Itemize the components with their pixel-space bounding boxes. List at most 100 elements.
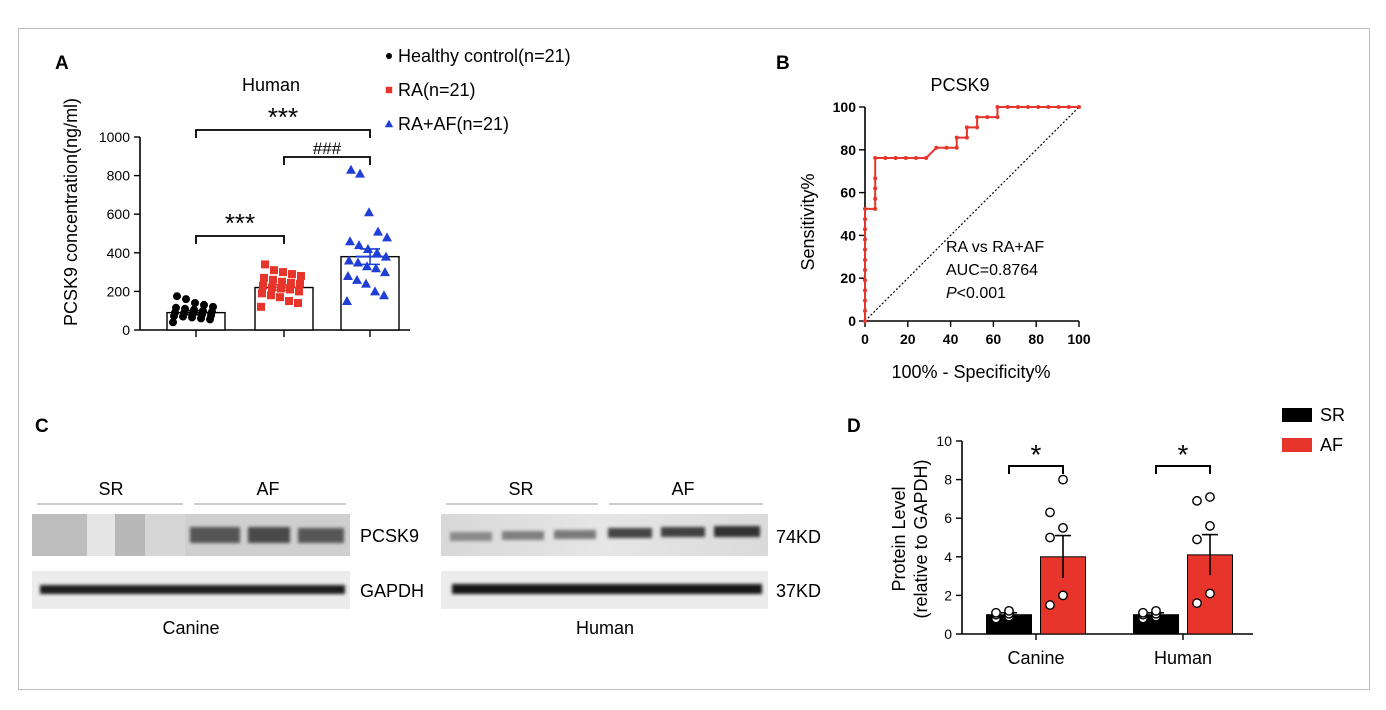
panel-b-roc-point	[954, 135, 959, 140]
panel-d-point	[1205, 521, 1215, 531]
panel-a-point	[257, 302, 265, 311]
panel-a-point	[200, 300, 208, 309]
panel-a-y-tick-label: 0	[122, 322, 130, 338]
panel-a-y-tick-label: 1000	[99, 129, 130, 145]
panel-a-point	[373, 226, 383, 236]
panel-d-legend-swatch-af	[1282, 438, 1312, 452]
human-pcsk9-band-sr-3	[554, 530, 596, 539]
panel-b-roc-point	[863, 298, 867, 303]
panel-b-roc-point	[873, 155, 878, 160]
panel-d-point	[1192, 598, 1202, 609]
panel-a-point	[181, 304, 189, 313]
human-species-label: Human	[576, 618, 634, 638]
panel-a-point	[296, 279, 304, 288]
panel-b-roc-point	[1026, 105, 1031, 109]
panel-a-significance-bracket	[195, 129, 371, 138]
panel-b-roc-point	[975, 125, 980, 130]
panel-d-point	[1045, 532, 1055, 543]
panel-a-point	[380, 267, 390, 277]
panel-d-x-tick-label: Human	[1154, 648, 1212, 668]
panel-b-x-axis-label: 100% - Specificity%	[891, 362, 1050, 382]
panel-d-chart: Protein Level (relative to GAPDH) 0 2 4 6 8 1…	[889, 405, 1345, 668]
panel-a-point	[364, 207, 374, 217]
panel-a-point	[362, 261, 372, 271]
panel-b-roc-point	[985, 115, 990, 120]
panel-a-point	[352, 274, 362, 284]
panel-b-roc-point	[863, 268, 867, 273]
panel-a-point	[354, 240, 364, 250]
panel-b-y-tick-label: 60	[840, 185, 856, 201]
panel-b-roc-point	[863, 288, 867, 293]
panel-d-y-tick-label: 4	[944, 549, 952, 565]
panel-a-point	[278, 277, 286, 286]
panel-label-b: B	[776, 53, 790, 74]
panel-a-point	[361, 278, 371, 288]
panel-a-point	[344, 255, 354, 265]
panel-b-roc-point	[903, 155, 908, 160]
panel-d-point	[1045, 600, 1055, 610]
panel-d-point	[1192, 495, 1202, 506]
panel-d-significance-bracket	[1155, 465, 1211, 474]
panel-a-y-axis-label: PCSK9 concentration(ng/ml)	[61, 98, 81, 326]
panel-label-a: A	[55, 53, 69, 74]
panel-d-point	[1151, 605, 1161, 616]
panel-a-legend-marker	[384, 119, 394, 128]
panel-b-x-tick-label: 100	[1067, 331, 1091, 347]
human-pcsk9-band-sr-1	[450, 532, 492, 541]
panel-b-roc-point	[863, 247, 867, 252]
panel-b-roc-point	[873, 176, 878, 181]
panel-a-significance-label: ***	[225, 208, 255, 238]
canine-pcsk9-blot	[32, 514, 350, 556]
panel-a-point	[269, 275, 277, 284]
panel-a-point	[381, 251, 391, 261]
panel-b-x-tick-label: 40	[943, 331, 959, 347]
human-pcsk9-size-label: 74KD	[776, 527, 821, 547]
panel-d-point	[1058, 474, 1068, 485]
panel-a-y-tick-label: 600	[107, 206, 131, 222]
human-pcsk9-blot	[441, 514, 768, 556]
panel-d-y-tick-label: 2	[944, 587, 952, 603]
panel-b-y-tick-label: 20	[840, 270, 856, 286]
panel-b-roc-point	[1046, 105, 1051, 109]
panel-b-x-tick-label: 0	[861, 331, 869, 347]
panel-a-point	[276, 293, 284, 302]
panel-a-point	[191, 298, 199, 307]
human-af-label: AF	[671, 479, 694, 499]
panel-b-roc-point	[863, 319, 867, 323]
canine-species-label: Canine	[162, 618, 219, 638]
panel-b-x-tick-label: 80	[1028, 331, 1044, 347]
panel-d-significance-bracket	[1008, 465, 1064, 474]
panel-a-point	[295, 287, 303, 296]
panel-d-legend-label: SR	[1320, 405, 1345, 425]
canine-pcsk9-lane-2	[87, 514, 115, 556]
panel-a-point	[346, 164, 356, 174]
panel-b-roc-point	[954, 145, 959, 150]
canine-pcsk9-lane-3	[115, 514, 145, 556]
panel-b-x-tick-label: 60	[986, 331, 1002, 347]
panel-a-point	[372, 247, 382, 257]
panel-a-point	[379, 290, 389, 300]
panel-b-annotation-p-value: P<0.001	[946, 285, 1006, 302]
canine-sr-label: SR	[98, 479, 123, 499]
panel-b-roc-point	[873, 206, 878, 211]
panel-b-y-tick-label: 100	[833, 99, 857, 115]
panel-b-roc-point	[1056, 105, 1061, 109]
panel-b-chart: PCSK9 Sensitivity% 100% - Specificity% 0…	[798, 75, 1091, 382]
panel-a-chart: Human PCSK9 concentration(ng/ml) 0 200 400…	[61, 46, 571, 338]
human-gapdh-blot	[441, 571, 768, 609]
panel-b-annotation-auc: AUC=0.8764	[946, 262, 1038, 279]
panel-a-point	[294, 298, 302, 307]
panel-b-roc-point	[863, 217, 867, 222]
panel-a-point	[182, 295, 190, 304]
panel-a-point	[172, 303, 180, 312]
human-pcsk9-band-af-2	[661, 527, 705, 537]
panel-b-roc-point	[873, 196, 878, 201]
canine-gapdh-label: GAPDH	[360, 581, 424, 601]
panel-a-y-tick-label: 400	[107, 245, 131, 261]
panel-d-point	[1192, 534, 1202, 545]
panel-b-roc-point	[1015, 105, 1020, 109]
panel-d-legend-swatch-sr	[1282, 408, 1312, 422]
p-italic: P	[946, 285, 957, 302]
panel-a-significance-label: ###	[313, 139, 342, 158]
panel-a-legend-label: RA(n=21)	[398, 80, 476, 100]
